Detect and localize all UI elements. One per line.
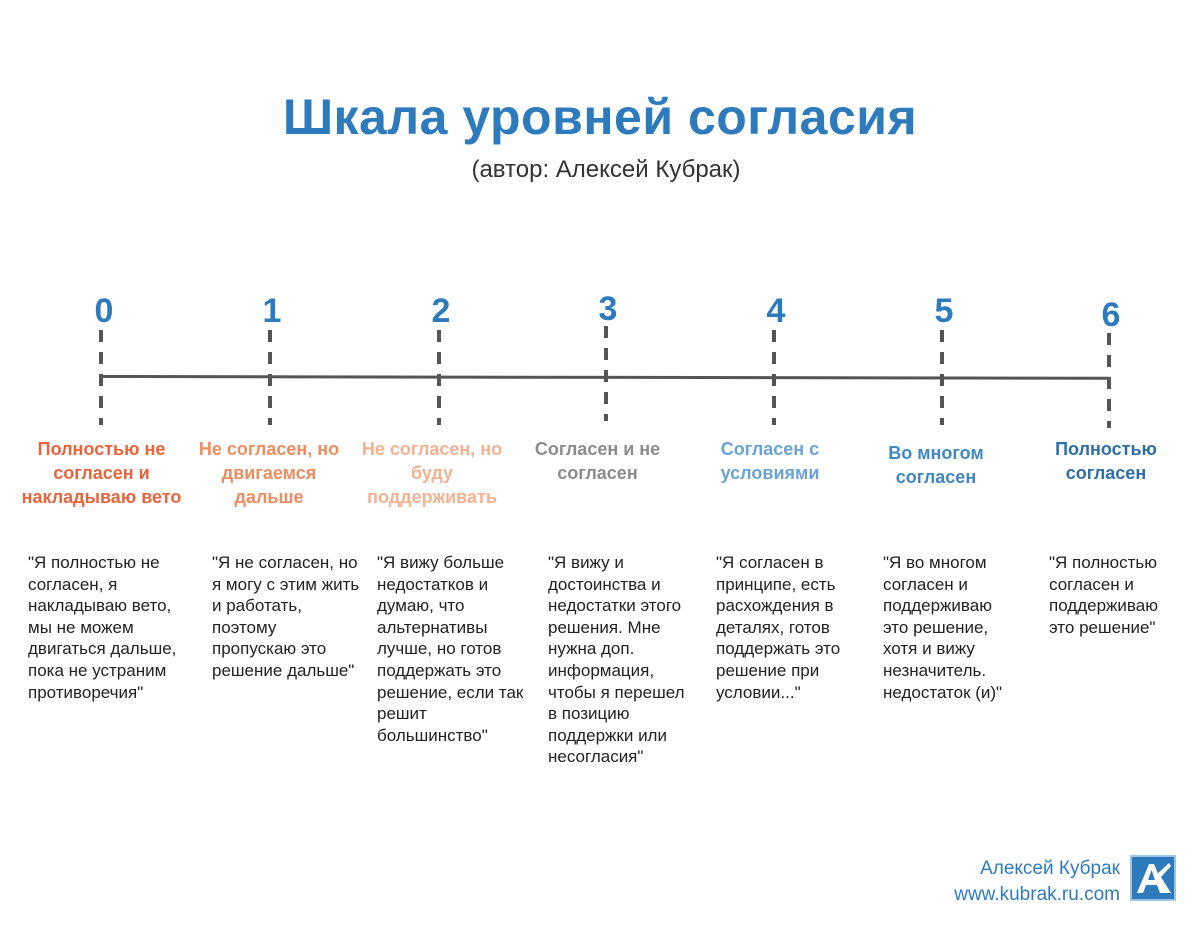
scale-tick-5 xyxy=(940,330,944,425)
level-label-1: Не согласен, но двигаемся дальше xyxy=(198,439,340,507)
scale-number-5: 5 xyxy=(934,292,954,330)
level-quote-2: "Я вижу больше недостатков и думаю, что … xyxy=(377,553,524,745)
scale-tick-6 xyxy=(1107,333,1111,428)
level-quote-6: "Я полностью согласен и поддерживаю это … xyxy=(1049,553,1158,637)
level-label-2: Не согласен, но буду поддерживать xyxy=(361,439,503,507)
level-quote-5: "Я во многом согласен и поддерживаю это … xyxy=(883,553,1003,702)
scale-number-6: 6 xyxy=(1101,296,1121,334)
scale-tick-3 xyxy=(604,326,608,421)
author-name: Алексей Кубрак xyxy=(980,858,1120,879)
ak-logo-icon xyxy=(1130,855,1176,901)
scale-tick-1 xyxy=(268,330,272,425)
scale-tick-0 xyxy=(99,330,103,425)
level-quote-3: "Я вижу и достоинства и недостатки этого… xyxy=(548,553,685,767)
author-credit: Алексей Кубрак www.kubrak.ru.com xyxy=(954,856,1120,908)
scale-number-3: 3 xyxy=(598,290,618,328)
author-website[interactable]: www.kubrak.ru.com xyxy=(954,884,1120,905)
scale-number-4: 4 xyxy=(766,292,786,330)
scale-tick-2 xyxy=(437,330,441,425)
level-quote-4: "Я согласен в принципе, есть расхождения… xyxy=(716,553,841,702)
scale-number-1: 1 xyxy=(262,292,282,330)
ak-logo xyxy=(1130,855,1176,901)
level-label-6: Полностью согласен xyxy=(1055,439,1157,483)
page-title: Шкала уровней согласия xyxy=(282,89,918,145)
scale-tick-4 xyxy=(772,330,776,425)
level-label-0: Полностью не согласен и накладываю вето xyxy=(21,439,182,507)
level-label-4: Согласен с условиями xyxy=(720,439,820,483)
level-label-3: Согласен и не согласен xyxy=(534,439,661,483)
level-quote-1: "Я не согласен, но я могу с этим жить и … xyxy=(212,553,360,680)
level-label-5: Во многом согласен xyxy=(888,443,984,487)
page-subtitle: (автор: Алексей Кубрак) xyxy=(471,156,741,183)
scale-number-0: 0 xyxy=(94,292,114,330)
level-quote-0: "Я полностью не согласен, я накладываю в… xyxy=(28,553,177,702)
scale-number-2: 2 xyxy=(431,292,451,330)
